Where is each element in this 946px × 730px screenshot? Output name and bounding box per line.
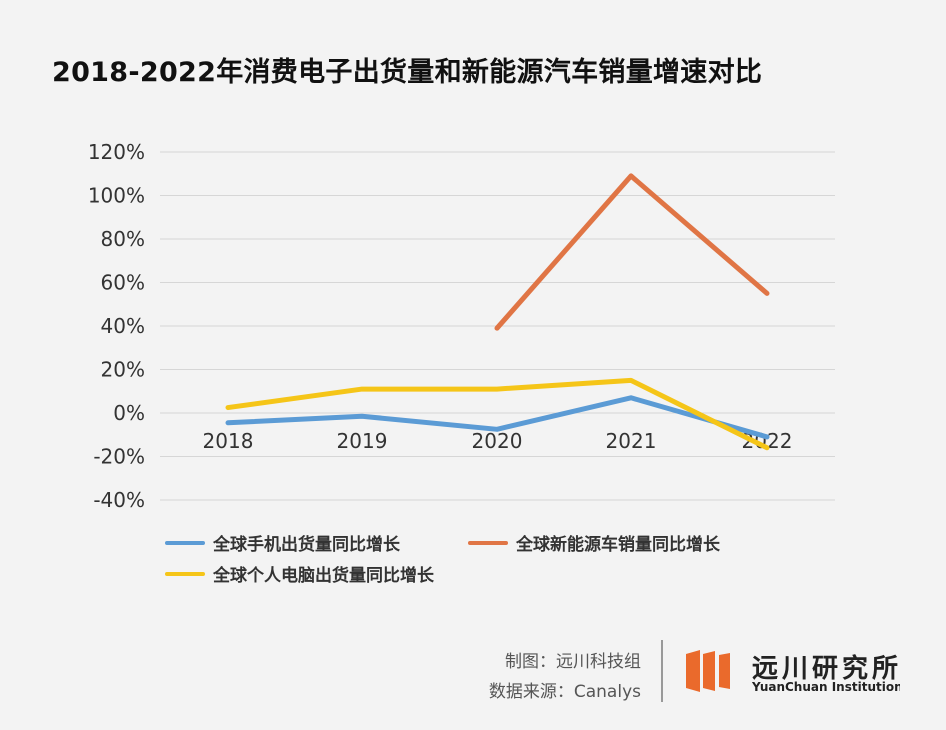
brand-logo-icon	[686, 650, 730, 692]
y-tick-label: -20%	[93, 445, 145, 469]
x-axis-ticks: 2018 2019 2020 2021 2022	[203, 429, 793, 453]
legend-item-pc: 全球个人电脑出货量同比增长	[165, 561, 434, 586]
series-lines	[225, 173, 770, 451]
y-tick-label: -40%	[93, 488, 145, 512]
divider	[661, 640, 663, 702]
legend-swatch-ev	[468, 540, 508, 545]
brand-name-en: YuanChuan Institution	[752, 680, 900, 694]
y-tick-label: 60%	[101, 271, 145, 295]
series-line-0	[225, 395, 770, 440]
series-line-2	[225, 377, 770, 451]
legend-label-phone: 全球手机出货量同比增长	[213, 535, 400, 555]
brand-name-cn: 远川研究所	[752, 654, 903, 684]
y-tick-label: 100%	[88, 184, 145, 208]
x-tick-label: 2020	[472, 429, 523, 453]
y-tick-label: 0%	[113, 401, 145, 425]
y-tick-label: 80%	[101, 227, 145, 251]
series-line-1	[494, 173, 770, 331]
x-tick-label: 2018	[203, 429, 254, 453]
y-tick-label: 40%	[101, 314, 145, 338]
y-axis-ticks: 120% 100% 80% 60% 40% 20% 0% -20% -40%	[88, 140, 145, 512]
legend-label-pc: 全球个人电脑出货量同比增长	[213, 566, 434, 586]
legend-item-ev: 全球新能源车销量同比增长	[468, 530, 720, 555]
legend-item-phone: 全球手机出货量同比增长	[165, 530, 400, 555]
legend-swatch-phone	[165, 540, 205, 545]
x-tick-label: 2019	[337, 429, 388, 453]
legend-label-ev: 全球新能源车销量同比增长	[516, 535, 720, 555]
y-tick-label: 20%	[101, 358, 145, 382]
legend-swatch-pc	[165, 571, 205, 576]
gridlines	[160, 151, 835, 501]
credit-made-by: 制图：远川科技组	[505, 652, 641, 672]
credit-source: 数据来源：Canalys	[488, 682, 641, 702]
y-tick-label: 120%	[88, 140, 145, 164]
x-tick-label: 2021	[606, 429, 657, 453]
chart-title: 2018-2022年消费电子出货量和新能源汽车销量增速对比	[52, 57, 763, 88]
